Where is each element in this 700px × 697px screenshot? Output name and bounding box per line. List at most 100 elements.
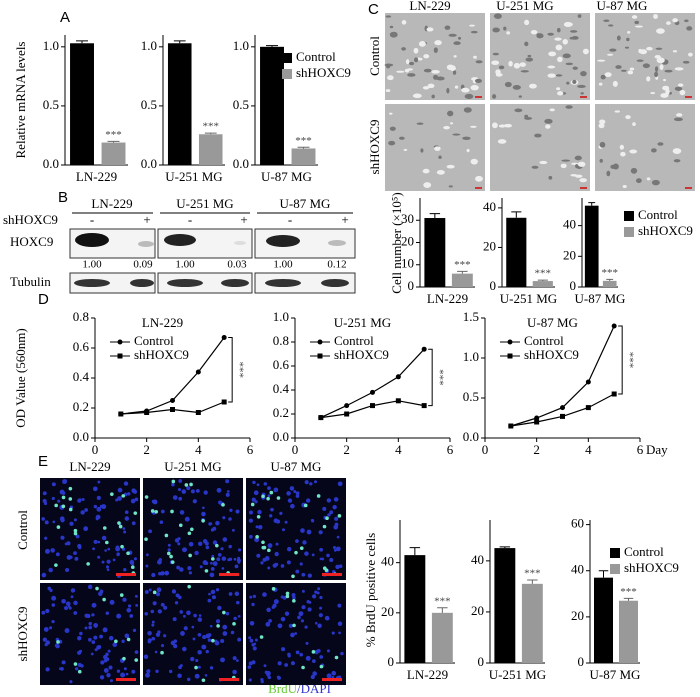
nucleus: [99, 675, 105, 680]
cell: [444, 25, 451, 30]
nucleus: [177, 673, 182, 679]
cell: [663, 78, 667, 82]
nucleus: [172, 617, 177, 622]
error-bar: [499, 546, 511, 549]
y-tick-label: 0.0: [233, 156, 249, 171]
cell: [503, 26, 507, 31]
cell: [436, 170, 445, 175]
y-tick-label: 1.0: [43, 38, 59, 53]
nucleus: [234, 564, 239, 569]
brdu-cell: [68, 497, 73, 501]
cell: [556, 87, 561, 91]
brdu-cell: [133, 511, 138, 515]
nucleus: [116, 613, 122, 619]
nucleus: [92, 486, 98, 492]
brdu-cell: [160, 650, 164, 655]
cell: [530, 30, 538, 35]
brdu-cell: [118, 524, 123, 529]
bands: [74, 233, 349, 287]
nucleus: [337, 621, 343, 627]
brdu-cell: [126, 551, 130, 556]
brdu-cell: [204, 569, 209, 573]
nucleus: [47, 586, 52, 591]
point: [585, 405, 591, 411]
nucleus: [225, 492, 230, 497]
nucleus: [99, 504, 104, 508]
cell: [545, 124, 551, 129]
cell: [632, 122, 636, 127]
nucleus: [248, 636, 252, 640]
scale-bar: [322, 678, 342, 681]
cell: [673, 117, 683, 122]
error-bar: [437, 607, 448, 613]
x-axis-label: U-251 MG: [165, 169, 222, 184]
y-tick-label: 0.6: [73, 339, 90, 354]
nucleus: [51, 496, 55, 501]
nucleus: [280, 595, 284, 599]
bar: [532, 281, 553, 287]
point: [170, 407, 175, 412]
panel-label: A: [60, 9, 70, 26]
nucleus: [221, 567, 225, 570]
cell: [506, 31, 511, 35]
x-axis-label: U-87 MG: [590, 667, 641, 682]
nucleus: [290, 661, 295, 666]
bar: [506, 217, 527, 287]
legend-label: Control: [134, 333, 174, 348]
cell: [674, 86, 683, 91]
nucleus: [228, 517, 232, 521]
y-tick-label: 20: [571, 608, 584, 623]
nucleus: [60, 535, 65, 540]
cell: [413, 47, 419, 54]
cell: [577, 161, 586, 167]
bar: [619, 600, 638, 663]
nucleus: [210, 589, 216, 595]
cell: [548, 51, 557, 57]
cell: [579, 178, 588, 183]
nucleus: [93, 504, 98, 509]
nucleus: [312, 659, 316, 663]
legend-swatch: [282, 53, 292, 63]
image-header: LN-229: [409, 0, 450, 13]
nucleus: [248, 518, 254, 523]
cell: [385, 89, 391, 93]
cell: [646, 177, 651, 181]
nucleus: [121, 639, 125, 644]
nucleus: [188, 541, 194, 547]
point: [560, 413, 565, 419]
nucleus: [155, 632, 160, 637]
nucleus: [156, 587, 162, 593]
nucleus: [295, 539, 299, 543]
cell: [606, 170, 611, 177]
nucleus: [225, 611, 230, 616]
image-bg: [385, 13, 485, 100]
error-bar: [409, 547, 421, 556]
nucleus: [307, 573, 312, 578]
scale-bar: [685, 187, 692, 189]
nucleus: [190, 656, 195, 662]
y-tick-label: 0.4: [273, 381, 290, 396]
nucleus: [158, 571, 162, 576]
cell: [650, 91, 656, 95]
nucleus: [333, 497, 339, 502]
nucleus: [183, 626, 188, 631]
nucleus: [190, 489, 195, 494]
nucleus: [145, 672, 151, 678]
cell: [475, 175, 483, 182]
legend-swatch: [282, 69, 292, 79]
nucleus: [272, 563, 277, 568]
y-tick-label: 0.0: [43, 156, 59, 171]
brdu-cell: [250, 502, 255, 507]
nucleus: [275, 487, 279, 491]
nucleus: [235, 600, 240, 605]
cell: [461, 87, 470, 93]
cell: [619, 144, 624, 150]
cell: [654, 66, 659, 72]
significance: ***: [454, 259, 471, 271]
y-tick-label: 1.0: [141, 38, 157, 53]
nucleus: [187, 565, 192, 571]
brdu-cell: [194, 665, 198, 670]
x-tick-label: 0: [92, 442, 99, 457]
nucleus: [216, 557, 221, 562]
nucleus: [123, 530, 127, 534]
